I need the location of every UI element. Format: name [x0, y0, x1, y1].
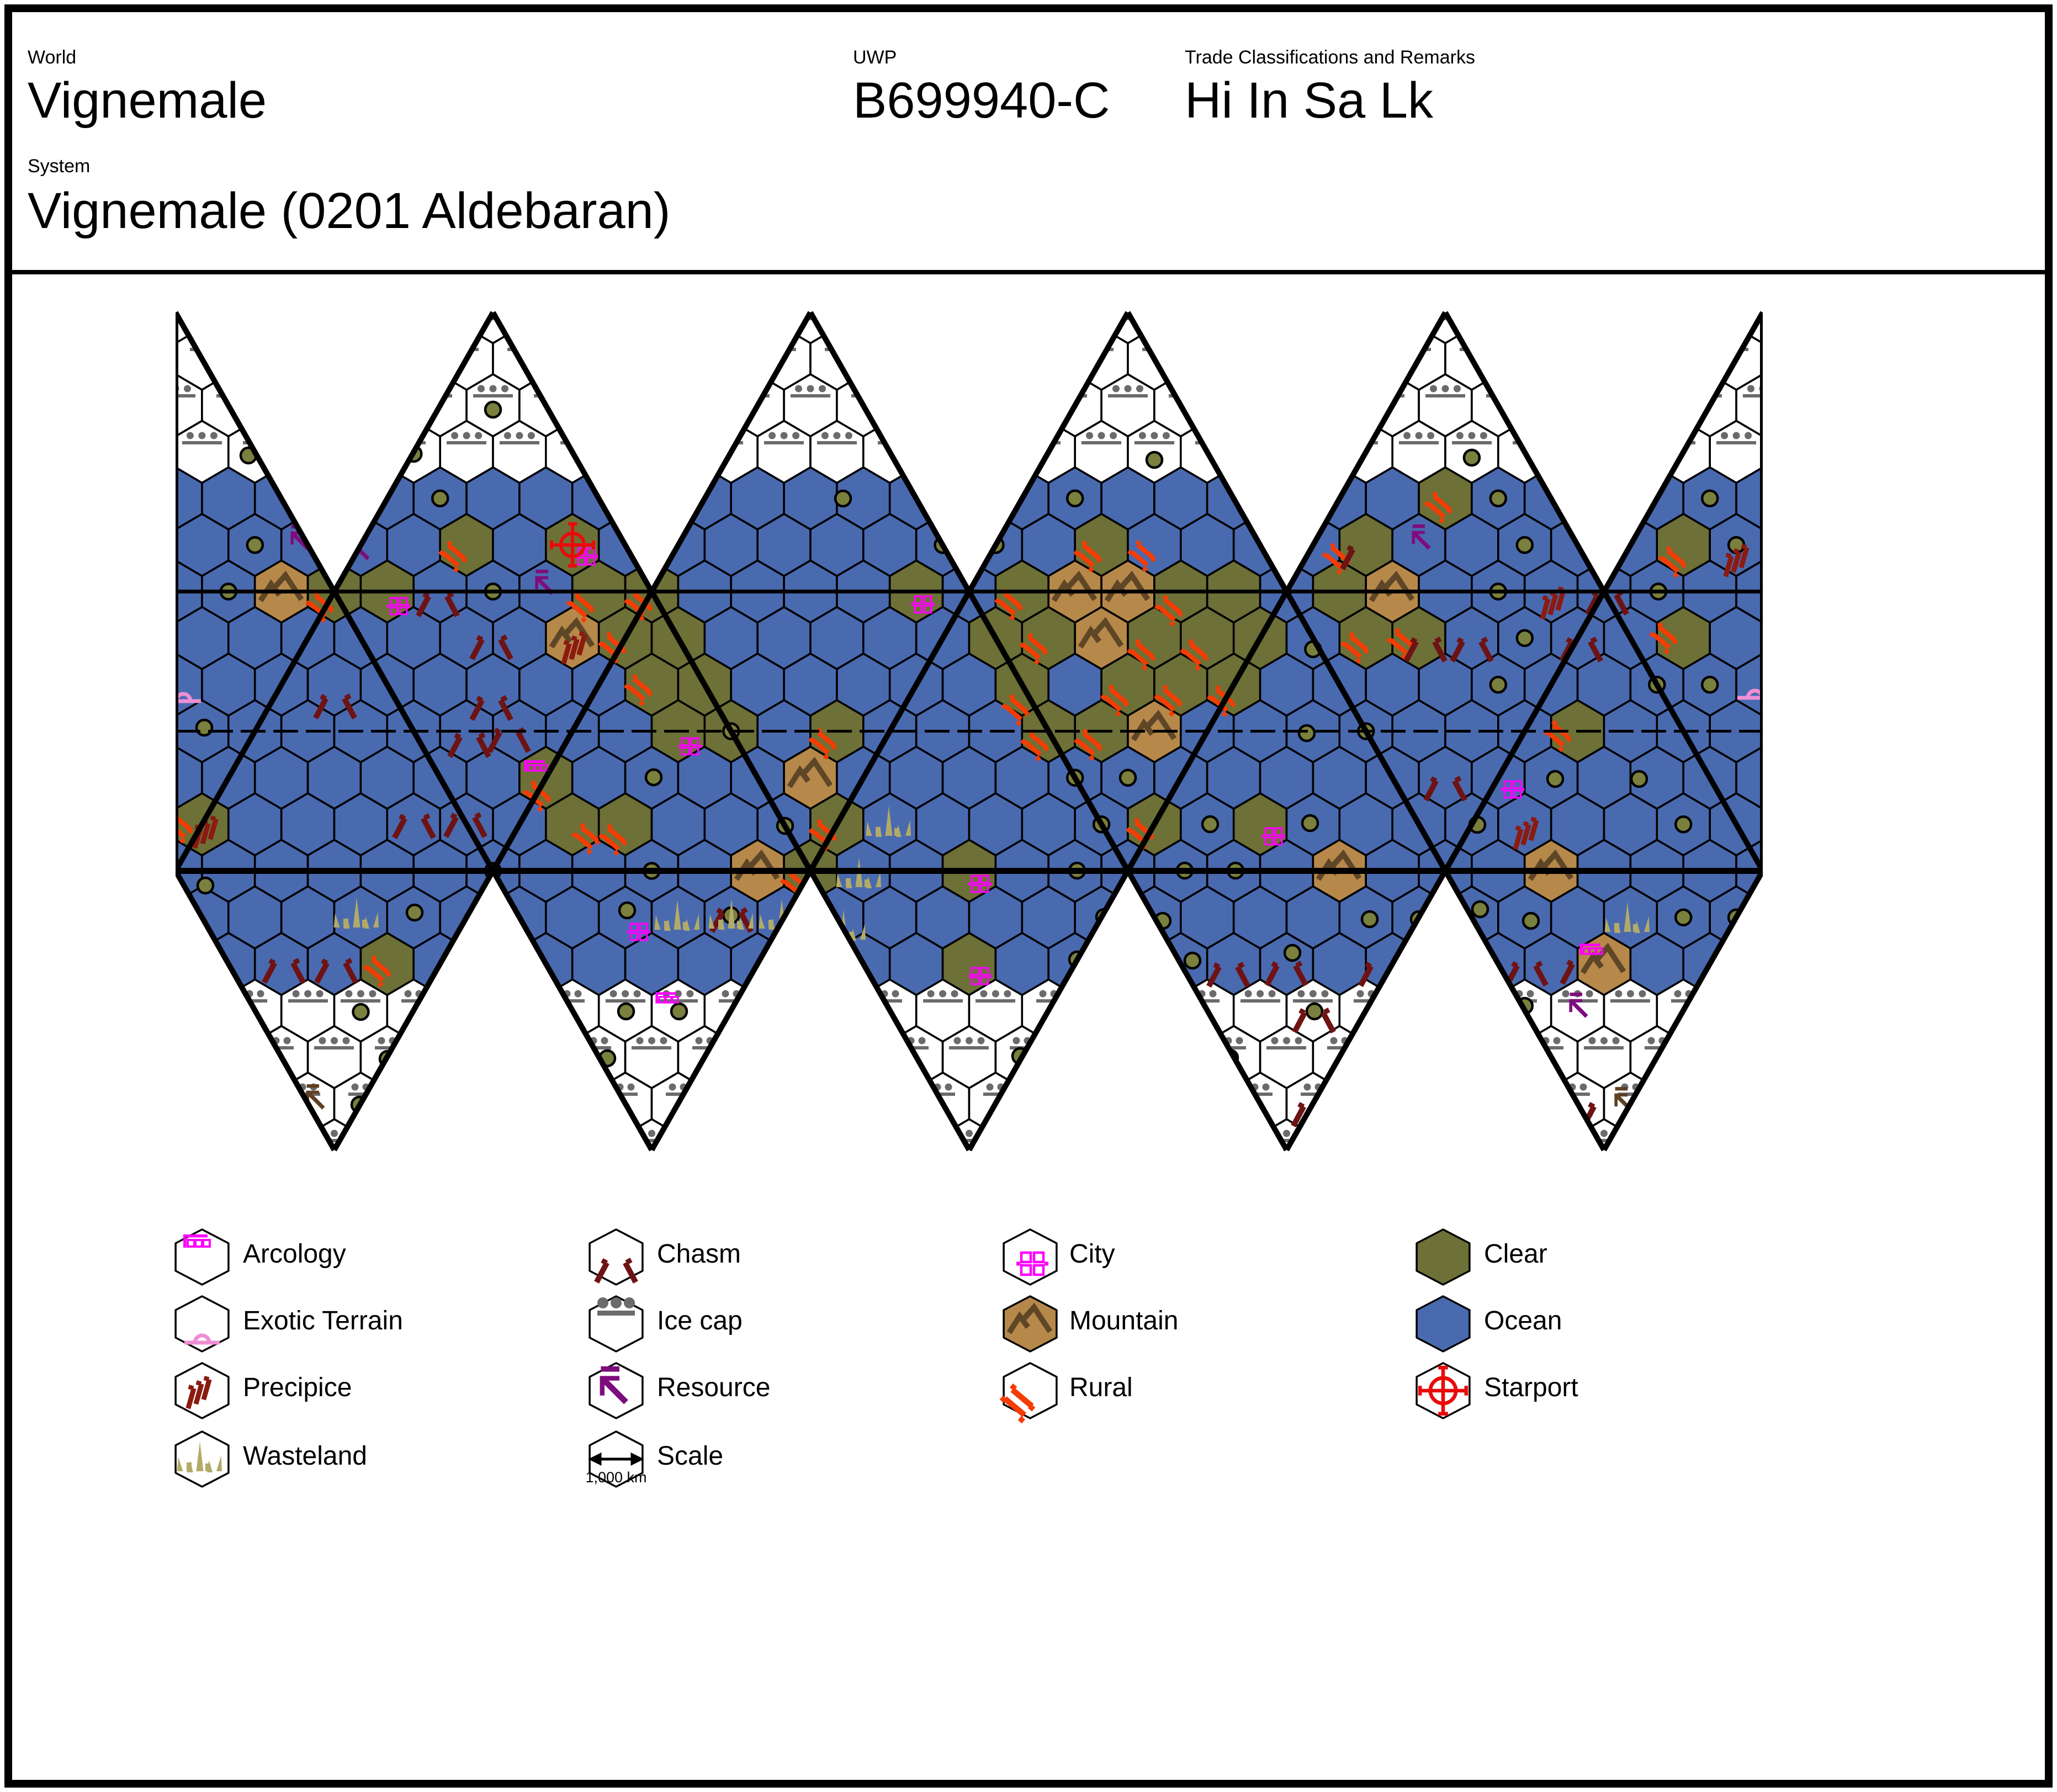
- svg-text:Arcology: Arcology: [243, 1239, 346, 1269]
- svg-text:Hi In Sa Lk: Hi In Sa Lk: [1185, 72, 1434, 129]
- svg-text:Starport: Starport: [1484, 1373, 1578, 1402]
- svg-text:Resource: Resource: [657, 1373, 770, 1402]
- svg-text:B699940-C: B699940-C: [853, 72, 1110, 129]
- svg-text:UWP: UWP: [853, 47, 897, 68]
- svg-text:Vignemale (0201 Aldebaran): Vignemale (0201 Aldebaran): [28, 183, 670, 239]
- svg-text:Exotic Terrain: Exotic Terrain: [243, 1306, 403, 1335]
- svg-text:Scale: Scale: [657, 1441, 723, 1471]
- svg-text:City: City: [1069, 1239, 1115, 1269]
- svg-text:Ocean: Ocean: [1484, 1306, 1562, 1335]
- svg-text:Precipice: Precipice: [243, 1373, 352, 1402]
- svg-text:Clear: Clear: [1484, 1239, 1547, 1269]
- svg-text:Trade Classifications and Rema: Trade Classifications and Remarks: [1185, 47, 1475, 68]
- svg-text:Chasm: Chasm: [657, 1239, 741, 1269]
- svg-text:System: System: [28, 156, 90, 177]
- svg-text:Mountain: Mountain: [1069, 1306, 1178, 1335]
- svg-text:1,000 km: 1,000 km: [585, 1469, 646, 1486]
- svg-text:Wasteland: Wasteland: [243, 1441, 367, 1471]
- svg-text:World: World: [28, 47, 76, 68]
- svg-text:Rural: Rural: [1069, 1373, 1133, 1402]
- svg-text:Ice cap: Ice cap: [657, 1306, 743, 1335]
- svg-text:Vignemale: Vignemale: [28, 72, 267, 129]
